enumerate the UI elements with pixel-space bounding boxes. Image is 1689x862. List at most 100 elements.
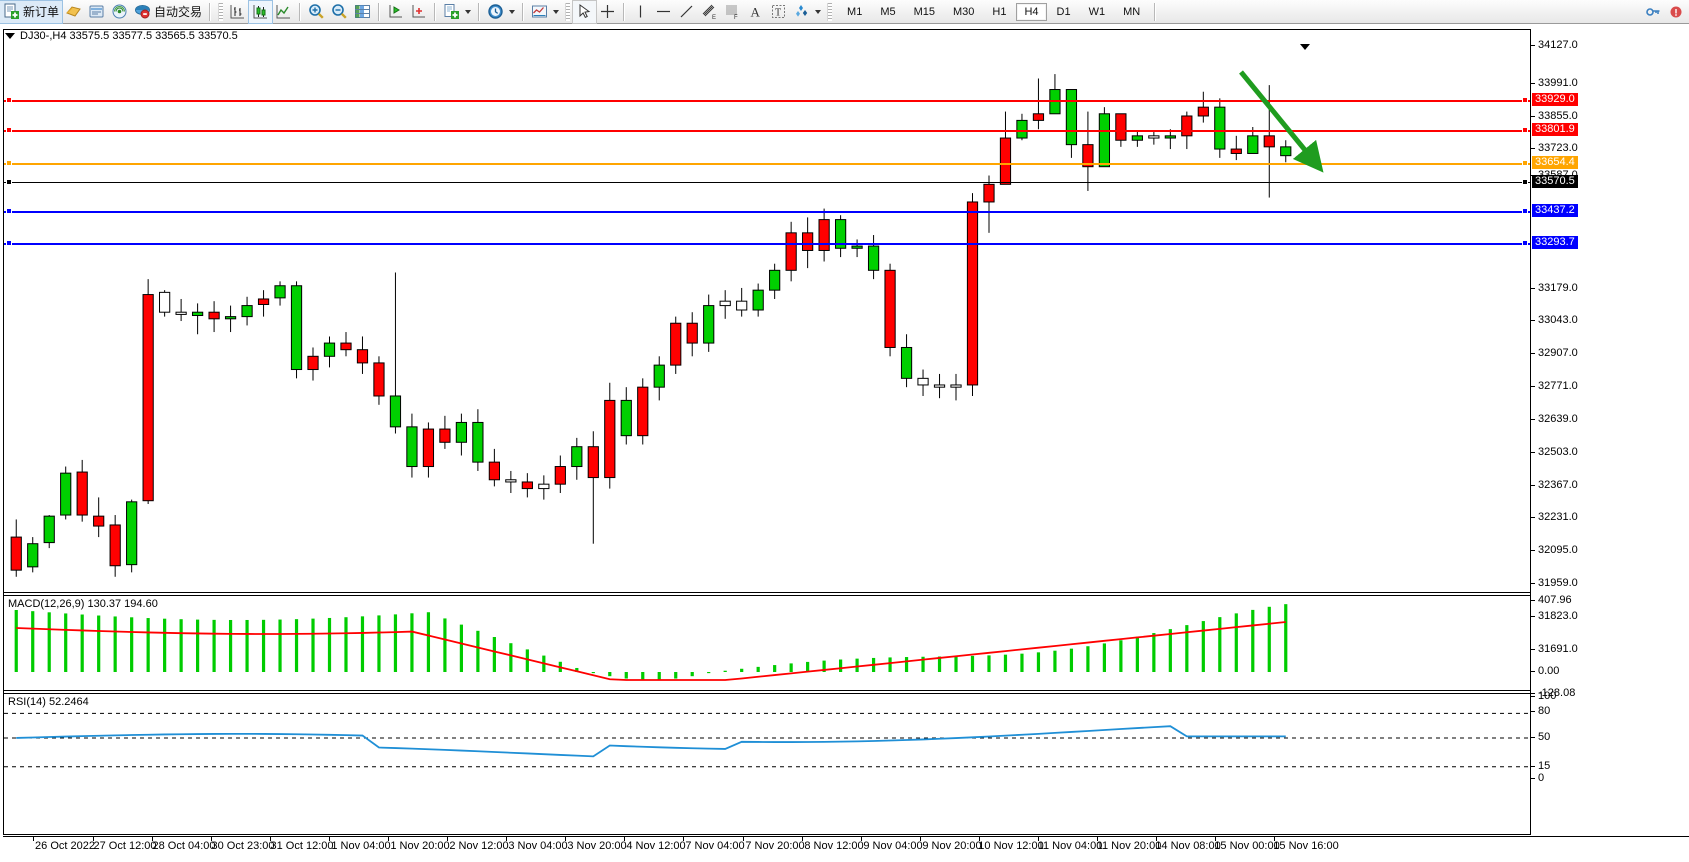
bar-chart-icon [229, 3, 246, 20]
time-scale[interactable]: 26 Oct 2022 27 Oct 12:00 28 Oct 04:00 30 Oc… [3, 836, 1689, 858]
indicators-button[interactable] [528, 1, 562, 23]
downtrend-arrow-object[interactable] [4, 30, 1530, 590]
bar-chart-button[interactable] [226, 1, 249, 23]
toolbar-gripper-2[interactable] [565, 2, 571, 21]
price-level-line-resistance-1[interactable] [4, 100, 1530, 102]
macd-histogram-bar [196, 619, 200, 672]
horizontal-line-button[interactable] [652, 1, 675, 23]
price-level-label-resistance-1[interactable]: 33929.0 [1532, 93, 1578, 106]
timeframe-m1[interactable]: M1 [847, 5, 863, 18]
price-level-handle-pivot[interactable] [1522, 160, 1528, 166]
price-level-handle-resistance-1[interactable] [1522, 97, 1528, 103]
time-tick-label: 3 Nov 04:00 [508, 840, 568, 852]
chart-area[interactable]: MACD(12,26,9) 130.37 194.60 RSI(14) 52.2… [0, 24, 1689, 862]
price-level-handle-current-price[interactable] [1522, 179, 1528, 185]
cursor-button[interactable] [572, 0, 598, 24]
new-chart-button[interactable] [440, 1, 474, 23]
candle-body [587, 446, 599, 479]
zoom-in-button[interactable] [305, 1, 328, 23]
time-tick-label: 8 Nov 12:00 [804, 840, 864, 852]
objects-button[interactable] [790, 1, 824, 23]
chevron-down-icon-2[interactable] [509, 9, 516, 14]
price-tick: 32907.0 [1531, 347, 1578, 359]
price-level-handle-left-support-1[interactable] [6, 208, 12, 214]
chart-plot-frame[interactable]: MACD(12,26,9) 130.37 194.60 RSI(14) 52.2… [3, 29, 1531, 835]
price-level-line-support-2[interactable] [4, 243, 1530, 245]
new-order-button[interactable]: 新订单 [0, 0, 64, 24]
text-label-button[interactable]: A [744, 1, 767, 23]
price-level-line-current-price[interactable] [4, 182, 1530, 183]
expert-advisor-button[interactable]: 自动交易 [131, 1, 205, 23]
macd-histogram-bar [1003, 654, 1008, 672]
timeframe-h1[interactable]: H1 [992, 5, 1007, 18]
price-level-label-resistance-2[interactable]: 33801.9 [1532, 123, 1578, 136]
period-button[interactable] [484, 1, 518, 23]
chart-shift-button[interactable] [384, 1, 407, 23]
price-level-line-support-1[interactable] [4, 211, 1530, 213]
price-level-line-pivot[interactable] [4, 163, 1530, 165]
candle-body [257, 298, 270, 305]
chart-collapse-triangle-icon[interactable] [1300, 44, 1310, 50]
price-scale[interactable]: 34127.033991.033855.033723.033587.033179… [1531, 29, 1689, 835]
macd-histogram-bar [130, 617, 134, 672]
timeframe-mn[interactable]: MN [1123, 5, 1141, 18]
chevron-down-icon-4[interactable] [815, 9, 822, 14]
candle-body [686, 322, 698, 344]
timeframe-m30[interactable]: M30 [953, 5, 975, 18]
candle-body [538, 483, 550, 490]
price-level-handle-left-support-2[interactable] [6, 240, 12, 246]
templates-button[interactable] [62, 1, 85, 23]
trendline-button[interactable] [675, 1, 698, 23]
text-box-button[interactable]: T [767, 1, 790, 23]
macd-histogram-bar [756, 666, 760, 672]
price-level-handle-left-resistance-1[interactable] [6, 97, 12, 103]
timeframe-d1[interactable]: D1 [1056, 5, 1071, 18]
toolbar-gripper[interactable] [218, 2, 224, 21]
macd-histogram-bar [1102, 643, 1106, 672]
price-level-label-support-1[interactable]: 33437.2 [1532, 204, 1578, 217]
connection-status[interactable] [1667, 1, 1685, 23]
time-tick-label: 30 Oct 23:00 [211, 840, 275, 852]
key-icon-button[interactable] [1642, 1, 1665, 23]
price-level-handle-left-resistance-2[interactable] [6, 127, 12, 133]
toolbar-gripper-3[interactable] [827, 2, 833, 21]
fibonacci-button[interactable]: F [721, 1, 744, 23]
timeframe-h4[interactable]: H4 [1016, 2, 1047, 21]
chart-autoscroll-icon [410, 3, 427, 20]
price-tick: 33723.0 [1531, 142, 1578, 154]
price-level-handle-resistance-2[interactable] [1522, 127, 1528, 133]
data-window-grid-button[interactable] [351, 1, 374, 23]
timeframe-m15[interactable]: M15 [913, 5, 935, 18]
symbol-ohlc-text: DJ30-,H4 33575.5 33577.5 33565.5 33570.5 [20, 30, 238, 42]
candlestick-chart-button[interactable] [248, 0, 274, 24]
price-level-line-resistance-2[interactable] [4, 130, 1530, 132]
symbol-header[interactable]: DJ30-,H4 33575.5 33577.5 33565.5 33570.5 [5, 30, 238, 42]
price-level-handle-support-2[interactable] [1522, 240, 1528, 246]
candle-body [109, 524, 121, 567]
timeframe-m5[interactable]: M5 [880, 5, 896, 18]
chart-menu-triangle-icon[interactable] [5, 33, 15, 39]
chevron-down-icon[interactable] [465, 9, 472, 14]
candle-body [455, 421, 468, 443]
data-window-button[interactable] [85, 1, 108, 23]
price-level-label-support-2[interactable]: 33293.7 [1532, 236, 1578, 249]
timeframe-w1[interactable]: W1 [1088, 5, 1106, 18]
crosshair-button[interactable] [596, 1, 619, 23]
time-tick-mark [388, 837, 389, 841]
price-level-handle-support-1[interactable] [1522, 208, 1528, 214]
price-level-handle-left-pivot[interactable] [6, 160, 12, 166]
line-chart-button[interactable] [272, 1, 295, 23]
chart-autoscroll-button[interactable] [407, 1, 430, 23]
vertical-line-button[interactable] [629, 1, 652, 23]
macd-histogram-bar [492, 637, 496, 672]
broadcast-button[interactable] [108, 1, 131, 23]
zoom-in-icon [308, 3, 325, 20]
macd-histogram-bar [1267, 606, 1271, 672]
chevron-down-icon-3[interactable] [553, 9, 560, 14]
price-level-handle-left-current-price[interactable] [6, 179, 12, 185]
equidistant-channel-button[interactable]: E [698, 1, 721, 23]
price-level-label-pivot[interactable]: 33654.4 [1532, 156, 1578, 169]
price-level-label-current-price[interactable]: 33570.5 [1532, 175, 1578, 188]
candle-body [488, 461, 500, 481]
zoom-out-button[interactable] [328, 1, 351, 23]
